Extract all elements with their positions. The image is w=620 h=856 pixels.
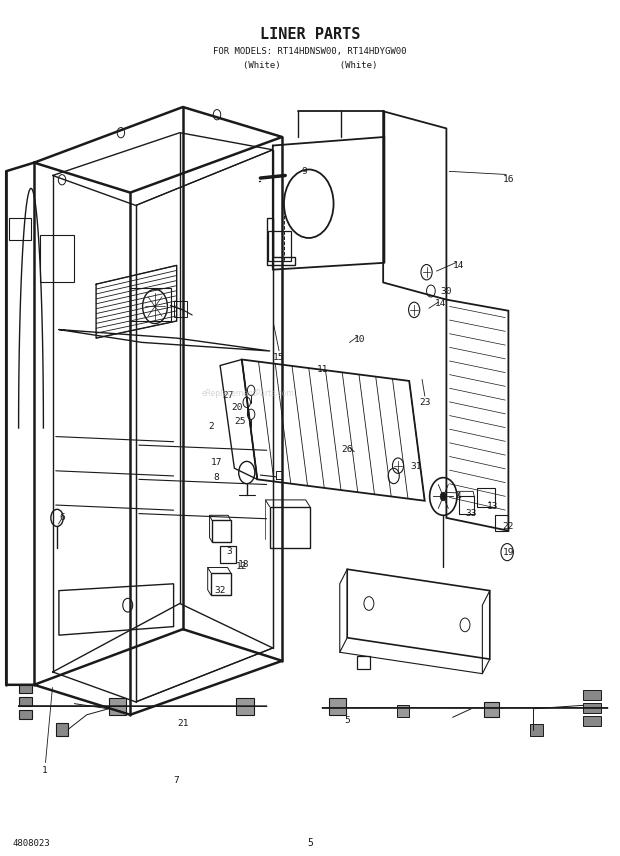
Bar — [356, 656, 370, 669]
Circle shape — [440, 492, 446, 501]
Text: 15: 15 — [273, 354, 285, 362]
Text: 2: 2 — [208, 422, 214, 431]
Text: 8: 8 — [213, 473, 219, 482]
Bar — [212, 520, 231, 542]
Text: 14: 14 — [435, 300, 446, 308]
Text: 3: 3 — [226, 547, 232, 556]
Text: 27: 27 — [223, 391, 234, 400]
Text: 26: 26 — [342, 445, 353, 454]
Bar — [270, 507, 310, 548]
Text: 25: 25 — [235, 417, 246, 425]
Bar — [19, 684, 32, 693]
Bar — [397, 705, 409, 717]
Bar — [19, 697, 32, 706]
Text: eReplacementParts.com: eReplacementParts.com — [202, 389, 294, 398]
Text: 12: 12 — [236, 562, 247, 571]
Text: 4808023: 4808023 — [12, 839, 50, 847]
Text: 13: 13 — [487, 502, 498, 511]
Text: 19: 19 — [503, 548, 514, 556]
Text: 1: 1 — [42, 766, 48, 775]
Text: 17: 17 — [211, 458, 223, 467]
Text: 11: 11 — [317, 366, 328, 374]
Text: 20: 20 — [231, 403, 242, 412]
Text: 30: 30 — [441, 287, 452, 295]
Bar — [495, 515, 508, 531]
Bar — [268, 231, 291, 261]
Text: 14: 14 — [453, 261, 464, 270]
Text: FOR MODELS: RT14HDNSW00, RT14HDYGW00: FOR MODELS: RT14HDNSW00, RT14HDYGW00 — [213, 47, 407, 56]
Text: 22: 22 — [503, 522, 514, 531]
Text: 23: 23 — [419, 398, 430, 407]
Bar — [583, 690, 601, 700]
Bar — [236, 698, 254, 715]
Bar — [40, 235, 74, 282]
Bar — [459, 496, 474, 514]
Text: 7: 7 — [174, 776, 180, 785]
Text: 4: 4 — [456, 492, 462, 501]
Text: 33: 33 — [466, 509, 477, 518]
Bar — [56, 723, 68, 736]
Bar — [130, 288, 170, 321]
Bar — [9, 218, 31, 240]
Bar — [484, 702, 499, 717]
Text: 18: 18 — [238, 561, 249, 569]
Bar — [220, 546, 236, 563]
Bar — [174, 301, 187, 317]
Text: 21: 21 — [177, 719, 188, 728]
Bar — [211, 573, 231, 595]
Text: 10: 10 — [354, 336, 365, 344]
Bar — [583, 716, 601, 726]
Text: 6: 6 — [59, 514, 65, 522]
Bar — [477, 488, 495, 507]
Text: (White)           (White): (White) (White) — [243, 61, 377, 69]
Bar — [108, 698, 126, 715]
Text: 16: 16 — [503, 175, 514, 184]
Bar — [530, 724, 542, 736]
Text: 9: 9 — [301, 167, 307, 175]
Bar — [583, 703, 601, 713]
Text: 31: 31 — [411, 462, 422, 471]
Text: 5: 5 — [307, 838, 313, 848]
Text: LINER PARTS: LINER PARTS — [260, 27, 360, 42]
Text: 32: 32 — [215, 586, 226, 595]
Bar — [19, 710, 32, 719]
Bar — [329, 698, 346, 715]
Text: 5: 5 — [344, 716, 350, 725]
